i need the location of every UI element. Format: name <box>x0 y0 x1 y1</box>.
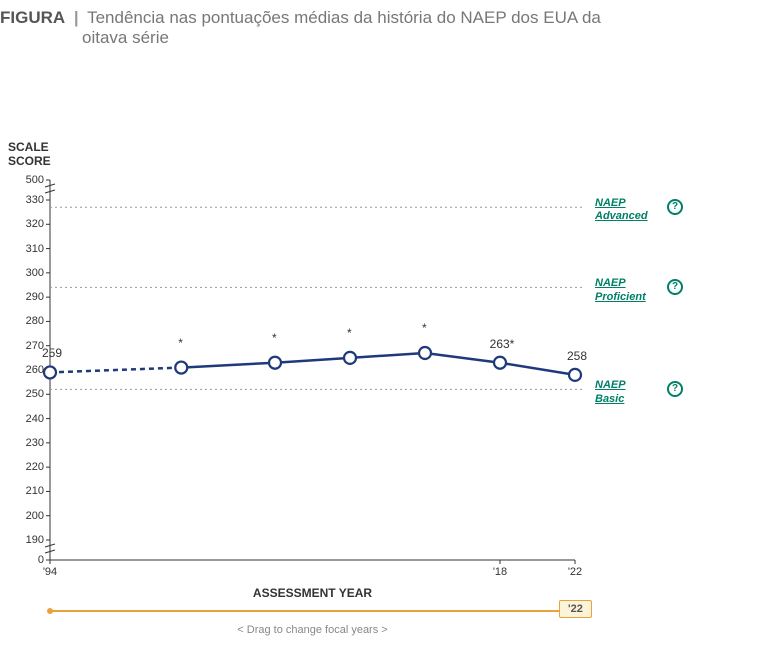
sig-star-3: * <box>347 326 352 340</box>
data-label-0: 259 <box>30 346 74 360</box>
chart-title-l1: Tendência nas pontuações médias da histó… <box>87 8 601 27</box>
x-tick-1994: '94 <box>38 566 62 578</box>
y-tick-290: 290 <box>12 291 44 303</box>
y-tick-220: 220 <box>12 461 44 473</box>
y-tick-230: 230 <box>12 437 44 449</box>
sig-star-1: * <box>178 336 183 350</box>
slider-track[interactable] <box>50 610 575 612</box>
y-tick-310: 310 <box>12 243 44 255</box>
chart-title-l2: oitava série <box>0 28 769 48</box>
y-tick-250: 250 <box>12 388 44 400</box>
data-label-6: 258 <box>555 349 599 363</box>
y-tick-260: 260 <box>12 364 44 376</box>
sig-star-4: * <box>422 321 427 335</box>
x-axis-title: ASSESSMENT YEAR <box>50 586 575 600</box>
y-tick-0: 0 <box>12 554 44 566</box>
x-tick-2022: '22 <box>563 566 587 578</box>
slider-hint: < Drag to change focal years > <box>50 624 575 636</box>
y-tick-200: 200 <box>12 510 44 522</box>
chart-svg <box>0 100 769 660</box>
level-label-0[interactable]: NAEPAdvanced <box>595 197 648 223</box>
figure-label: FIGURA <box>0 8 65 27</box>
y-tick-330: 330 <box>12 194 44 206</box>
sig-star-2: * <box>272 331 277 345</box>
y-tick-210: 210 <box>12 485 44 497</box>
level-label-2[interactable]: NAEPBasic <box>595 379 626 405</box>
level-label-1[interactable]: NAEPProficient <box>595 277 646 303</box>
y-tick-240: 240 <box>12 413 44 425</box>
chart-container: SCALE SCORE 5003303203103002902802702602… <box>0 100 769 620</box>
x-tick-2018: '18 <box>488 566 512 578</box>
y-tick-500: 500 <box>12 174 44 186</box>
y-tick-320: 320 <box>12 218 44 230</box>
y-tick-280: 280 <box>12 315 44 327</box>
separator: | <box>74 8 79 27</box>
y-tick-300: 300 <box>12 267 44 279</box>
y-tick-190: 190 <box>12 534 44 546</box>
chart-header: FIGURA | Tendência nas pontuações médias… <box>0 0 769 52</box>
data-label-5: 263* <box>480 337 524 351</box>
slider-handle[interactable]: '22 <box>559 600 592 618</box>
